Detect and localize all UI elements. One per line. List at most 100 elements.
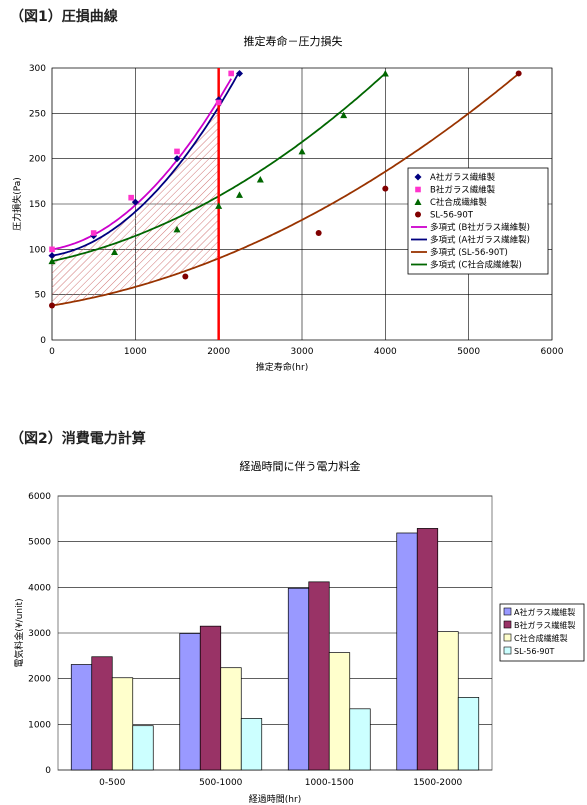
chart1-data-point (90, 230, 97, 236)
chart1-legend-marker (415, 211, 421, 218)
chart1-y-tick-label: 100 (29, 245, 46, 255)
chart1-x-tick-label: 2000 (207, 347, 230, 357)
chart2-x-tick-label: 0-500 (99, 778, 125, 788)
chart2-legend-label: A社ガラス繊維製 (514, 607, 575, 617)
chart1-trendline (51, 78, 232, 251)
chart1-data-point (48, 252, 56, 260)
chart2-legend-label: C社合成繊維製 (514, 633, 568, 643)
chart1-y-tick-label: 50 (35, 291, 47, 301)
chart1-y-tick-label: 300 (29, 64, 46, 74)
chart2-bar (199, 625, 222, 771)
chart1-y-tick-label: 200 (29, 155, 46, 165)
chart2-y-tick-label: 0 (45, 766, 51, 776)
chart1-legend (407, 167, 549, 275)
chart1-legend-marker (415, 186, 421, 193)
chart1-data-point (340, 111, 348, 119)
chart2-y-tick-label: 4000 (28, 583, 51, 593)
chart2-title: 経過時間に伴う電力料金 (240, 459, 361, 473)
chart1-data-point (236, 69, 243, 77)
chart2-bar (240, 718, 263, 771)
chart1-legend-label: 多項式 (A社ガラス繊維製) (430, 235, 530, 246)
chart2-bar (91, 656, 113, 771)
chart1-data-point (173, 225, 181, 233)
chart1-legend-label: B社ガラス繊維製 (430, 185, 496, 196)
chart1-legend-label: C社合成繊維製 (430, 197, 487, 208)
chart1-data-point (128, 194, 134, 201)
chart2-legend (499, 603, 585, 662)
chart1-data-point (298, 147, 306, 155)
chart2-bar (179, 633, 201, 771)
chart1-data-point (174, 148, 180, 155)
chart1-data-point (515, 70, 522, 77)
chart2-bar (308, 581, 330, 771)
chart1-data-point (381, 69, 389, 77)
chart1-legend-marker (414, 198, 422, 205)
chart1-data-point (256, 176, 264, 183)
chart2-bar (70, 664, 93, 771)
chart2-bar (396, 532, 418, 771)
chart1-y-tick-label: 0 (40, 336, 46, 346)
chart1-y-tick-label: 150 (29, 200, 46, 210)
chart2-x-tick-label: 500-1000 (199, 778, 243, 788)
chart1-legend-label: SL-56-90T (430, 211, 474, 221)
chart2-y-tick-label: 5000 (28, 538, 51, 548)
electricity-cost-chart: 経過時間に伴う電力料金 0 1000 2000 3000 4000 5000 6000 0-50… (13, 459, 585, 805)
chart1-x-axis-label: 推定寿命(hr) (256, 361, 308, 373)
chart2-x-tick-label: 1500-2000 (413, 778, 462, 788)
chart2-legend-swatch (503, 620, 512, 629)
chart2-legend-swatch (503, 607, 512, 616)
chart2-legend-label: B社ガラス繊維製 (514, 620, 575, 630)
chart1-x-tick-label: 6000 (541, 347, 564, 357)
chart1-x-tick-label: 1000 (124, 347, 147, 357)
chart1-data-point (49, 246, 55, 253)
chart2-y-tick-label: 6000 (28, 492, 51, 502)
chart1-data-point (173, 155, 181, 163)
chart1-data-point (111, 248, 118, 256)
chart1-data-point (236, 191, 243, 198)
chart1-legend-label: A社ガラス繊維製 (430, 172, 496, 183)
chart1-data-point (215, 99, 222, 106)
chart2-y-tick-label: 2000 (28, 675, 51, 685)
chart1-data-point (49, 302, 55, 309)
chart1-data-point (182, 273, 189, 280)
chart2-bar (457, 697, 480, 771)
chart1-y-axis-label: 圧力損失(Pa) (11, 177, 23, 231)
chart2-y-axis-label: 電気料金(¥/unit) (13, 598, 25, 667)
figure1-heading: （図1）圧損曲線 (10, 9, 118, 25)
chart2-y-tick-label: 1000 (28, 720, 51, 730)
chart2-bar (220, 667, 242, 771)
chart1-data-point (215, 202, 223, 209)
chart2-bar (132, 725, 154, 771)
chart1-x-tick-label: 4000 (374, 347, 397, 357)
chart2-x-tick-label: 1000-1500 (305, 778, 354, 788)
chart2-legend-swatch (503, 646, 512, 655)
chart2-bar (416, 528, 439, 771)
chart1-x-tick-label: 0 (49, 347, 55, 357)
figure2-heading: （図2）消費電力計算 (10, 431, 146, 447)
pressure-loss-chart: 推定寿命－圧力損失 0 1000 2000 3000 4000 5000 6000 0 50 100… (11, 34, 564, 373)
chart1-legend-label: 多項式 (B社ガラス繊維製) (430, 222, 530, 233)
chart1-legend-marker (414, 173, 422, 181)
chart2-legend-swatch (503, 633, 512, 642)
chart1-data-point (228, 70, 234, 77)
chart1-data-point (48, 257, 56, 265)
chart2-bar (328, 652, 351, 771)
chart2-bar (437, 631, 459, 771)
chart2-y-tick-label: 3000 (28, 629, 51, 639)
chart1-shaded-region (52, 106, 219, 306)
chart1-trendline (51, 70, 241, 257)
chart1-x-tick-label: 3000 (291, 347, 314, 357)
chart1-legend-label: 多項式 (SL-56-90T) (430, 247, 508, 258)
chart2-bar (287, 587, 310, 771)
chart1-y-tick-label: 250 (29, 109, 46, 119)
chart1-data-point (315, 230, 322, 237)
chart1-title: 推定寿命－圧力損失 (244, 34, 343, 48)
chart2-legend-label: SL-56-90T (514, 647, 555, 656)
chart1-legend-label: 多項式 (C社合成繊維製) (430, 260, 522, 271)
chart1-data-point (382, 185, 389, 192)
chart2-bar (349, 708, 371, 771)
chart2-bar (111, 677, 134, 771)
chart1-x-tick-label: 5000 (457, 347, 480, 357)
chart1-trendline (51, 72, 520, 307)
chart2-x-axis-label: 経過時間(hr) (249, 793, 301, 805)
